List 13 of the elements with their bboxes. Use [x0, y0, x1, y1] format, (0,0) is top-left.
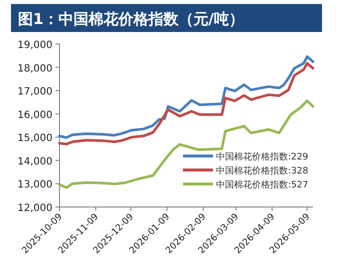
- y-tick-label: 19,000: [18, 40, 52, 51]
- y-tick-label: 16,000: [18, 110, 52, 121]
- y-tick-label: 13,000: [18, 180, 52, 191]
- legend-label: 中国棉花价格指数:229: [216, 152, 308, 162]
- chart-title: 图1：中国棉花价格指数（元/吨）: [18, 10, 244, 28]
- legend-label: 中国棉花价格指数:527: [216, 180, 308, 190]
- legend-label: 中国棉花价格指数:328: [216, 166, 308, 176]
- y-tick-label: 15,000: [18, 133, 52, 144]
- y-tick-label: 12,000: [18, 203, 52, 214]
- y-tick-label: 14,000: [18, 156, 52, 168]
- line-series: [58, 100, 314, 189]
- y-tick-label: 17,000: [18, 86, 52, 98]
- y-tick-label: 18,000: [18, 63, 52, 74]
